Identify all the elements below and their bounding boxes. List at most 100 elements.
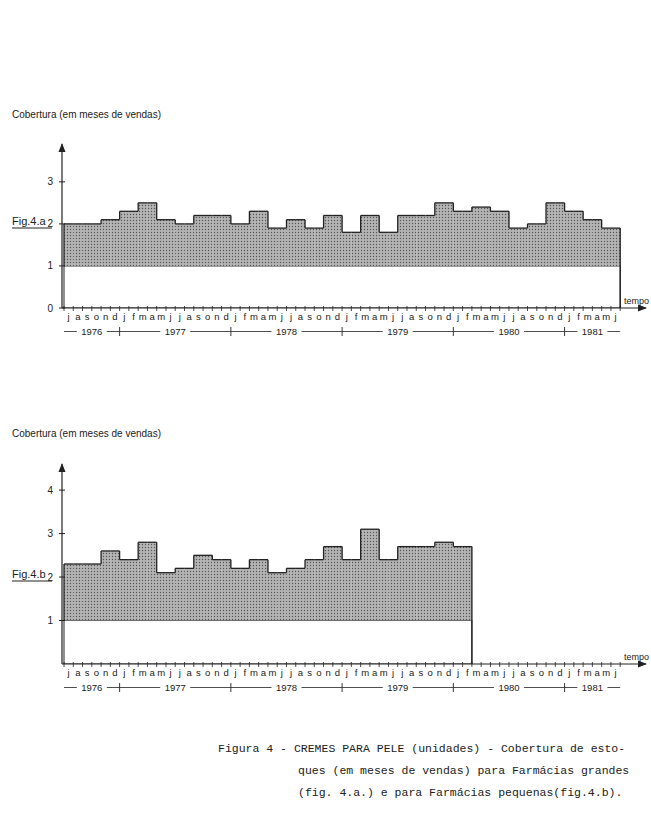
bar xyxy=(185,224,195,266)
x-tick xyxy=(573,662,574,667)
bar-top xyxy=(324,215,333,216)
y-axis-label: Cobertura (em meses de vendas) xyxy=(12,428,161,439)
bar-top xyxy=(110,219,119,220)
bar-top xyxy=(342,232,351,233)
bar-top xyxy=(333,215,342,216)
bar xyxy=(194,555,204,620)
bar-top xyxy=(175,568,184,569)
x-tick-label: j xyxy=(614,311,617,322)
y-tick-label: 3 xyxy=(47,528,53,539)
bar xyxy=(268,573,278,621)
bar xyxy=(212,215,222,265)
x-tick xyxy=(119,306,120,311)
x-tick-label: a xyxy=(298,667,304,678)
step-edge xyxy=(323,215,324,228)
bar-top xyxy=(129,559,138,560)
bar-top xyxy=(583,219,592,220)
step-edge xyxy=(100,551,101,564)
x-tick-label: m xyxy=(380,667,388,678)
y-tick xyxy=(59,577,65,578)
bar xyxy=(138,203,148,266)
x-tick-label: j xyxy=(280,667,283,678)
bar-top xyxy=(351,559,360,560)
year-label: 1977 xyxy=(165,682,186,693)
x-tick xyxy=(240,662,241,667)
bar-top xyxy=(231,223,240,224)
bar xyxy=(435,542,445,620)
bar-top xyxy=(463,211,472,212)
x-tick-label: j xyxy=(400,667,403,678)
step-edge xyxy=(230,560,231,569)
step-edge xyxy=(212,555,213,559)
bar-top xyxy=(472,206,481,207)
x-tick-label: j xyxy=(169,667,172,678)
step-edge xyxy=(360,215,361,232)
x-tick xyxy=(444,662,445,667)
y-tick-label: 1 xyxy=(47,615,53,626)
step-edge xyxy=(341,547,342,560)
bar-top xyxy=(453,211,462,212)
x-tick xyxy=(101,306,102,311)
step-edge xyxy=(490,207,491,211)
bar-top xyxy=(194,555,203,556)
step-edge xyxy=(249,560,250,569)
year-separator xyxy=(453,327,454,336)
bar xyxy=(314,560,324,621)
x-tick-label: m xyxy=(380,311,388,322)
x-tick-label: a xyxy=(594,311,600,322)
x-tick-label: a xyxy=(261,311,267,322)
bar xyxy=(490,211,500,266)
x-axis xyxy=(62,663,646,664)
x-tick-label: f xyxy=(577,311,580,322)
x-tick xyxy=(453,662,454,667)
bar-top xyxy=(185,223,194,224)
marks xyxy=(64,529,472,664)
x-tick-label: s xyxy=(530,667,535,678)
bar xyxy=(342,232,352,266)
bar xyxy=(305,560,315,621)
bar xyxy=(166,220,176,266)
bar xyxy=(333,215,343,265)
year-label: 1981 xyxy=(582,682,603,693)
year-label: 1976 xyxy=(81,682,102,693)
x-tick xyxy=(351,306,352,311)
x-tick-label: j xyxy=(502,311,505,322)
year-label-bg xyxy=(77,325,107,337)
x-tick-label: a xyxy=(75,311,81,322)
bar-top xyxy=(592,219,601,220)
x-tick xyxy=(165,662,166,667)
bar-top xyxy=(222,215,231,216)
x-tick xyxy=(406,306,407,311)
bar-top xyxy=(157,572,166,573)
x-tick-label: f xyxy=(132,311,135,322)
x-tick-label: n xyxy=(103,667,108,678)
x-tick-label: m xyxy=(584,311,592,322)
x-tick xyxy=(82,306,83,311)
bar xyxy=(101,551,111,621)
year-separator xyxy=(119,683,120,692)
x-tick-label: j xyxy=(122,667,125,678)
x-tick xyxy=(425,306,426,311)
step-edge xyxy=(138,203,139,211)
bar-top xyxy=(203,215,212,216)
bar xyxy=(528,224,538,266)
x-tick xyxy=(342,662,343,667)
x-tick xyxy=(369,306,370,311)
x-tick xyxy=(620,662,621,667)
x-tick xyxy=(527,306,528,311)
bar-top xyxy=(268,227,277,228)
x-tick xyxy=(147,306,148,311)
bar xyxy=(463,547,473,621)
bar-top xyxy=(388,559,397,560)
x-tick-label: j xyxy=(67,311,70,322)
figure-label: Fig.4.a xyxy=(12,215,47,227)
baseline-band xyxy=(64,621,472,664)
x-tick xyxy=(203,306,204,311)
y-tick-label: 0 xyxy=(47,303,53,314)
x-tick-label: m xyxy=(491,667,499,678)
step-edge xyxy=(304,220,305,228)
x-tick-label: f xyxy=(355,667,358,678)
x-tick-label: a xyxy=(298,311,304,322)
x-tick-label: d xyxy=(335,311,340,322)
x-tick xyxy=(64,662,65,667)
